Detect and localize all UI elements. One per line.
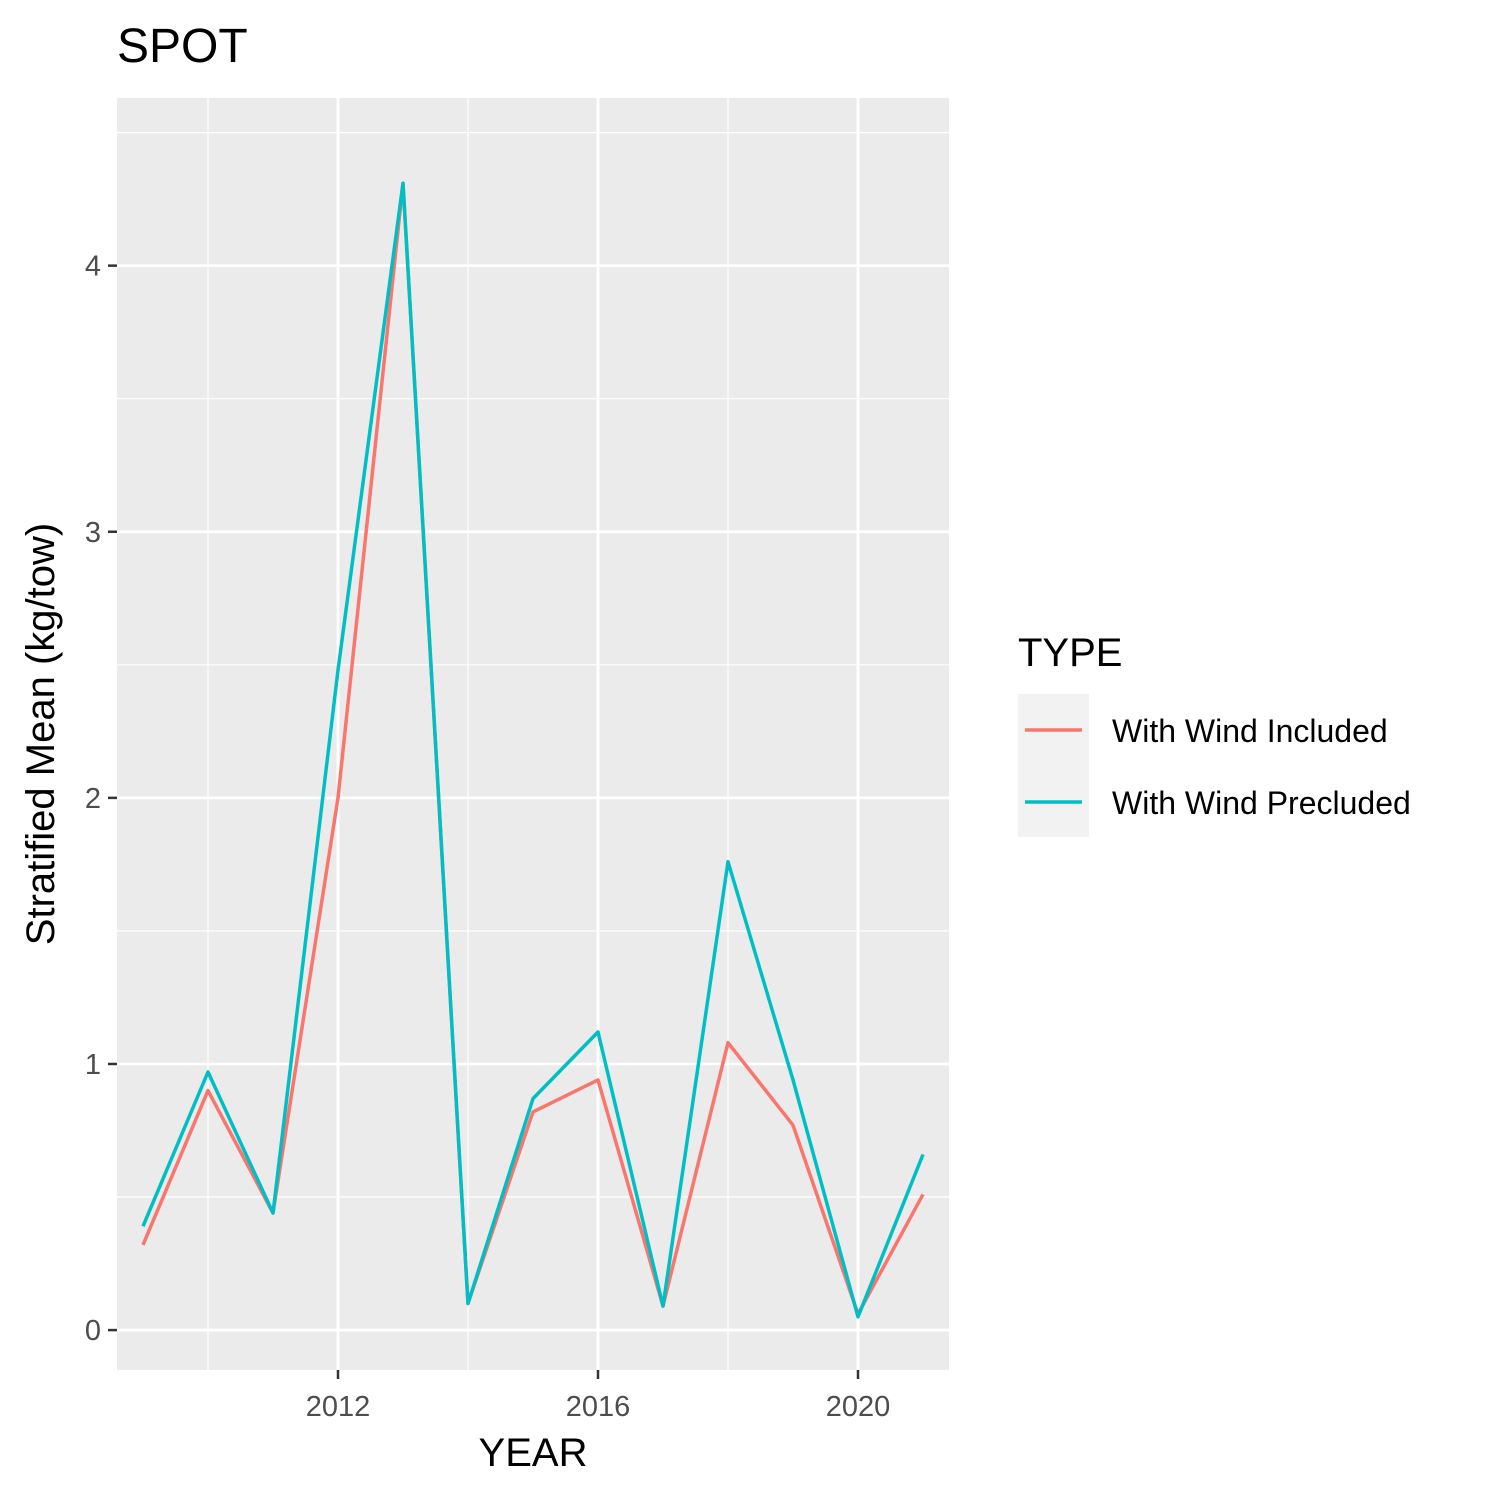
y-tick-label: 2 — [85, 783, 101, 815]
grid-minor — [117, 98, 949, 1370]
x-axis-title: YEAR — [479, 1431, 588, 1475]
series-line-2 — [141, 181, 925, 1319]
legend-label-series-2: With Wind Precluded — [1112, 785, 1411, 821]
grid-major — [117, 98, 949, 1370]
legend-title: TYPE — [1018, 631, 1122, 675]
legend-label-series-1: With Wind Included — [1112, 713, 1388, 749]
series-lines — [141, 181, 925, 1319]
x-tick-label: 2012 — [306, 1391, 371, 1423]
y-tick-label: 4 — [85, 251, 101, 283]
legend: TYPE With Wind Included With Wind Preclu… — [1018, 631, 1411, 837]
x-tick-label: 2020 — [826, 1391, 891, 1423]
y-tick-label: 3 — [85, 517, 101, 549]
y-tick-label: 0 — [85, 1315, 101, 1347]
plot-panel — [117, 98, 949, 1370]
y-tick-label: 1 — [85, 1049, 101, 1081]
y-axis-title: Stratified Mean (kg/tow) — [19, 523, 63, 945]
legend-key-background — [1018, 694, 1089, 837]
chart-title: SPOT — [117, 20, 248, 73]
y-axis: 0 1 2 3 4 — [85, 251, 117, 1347]
x-axis: 2012 2016 2020 — [306, 1370, 891, 1423]
x-tick-label: 2016 — [566, 1391, 631, 1423]
